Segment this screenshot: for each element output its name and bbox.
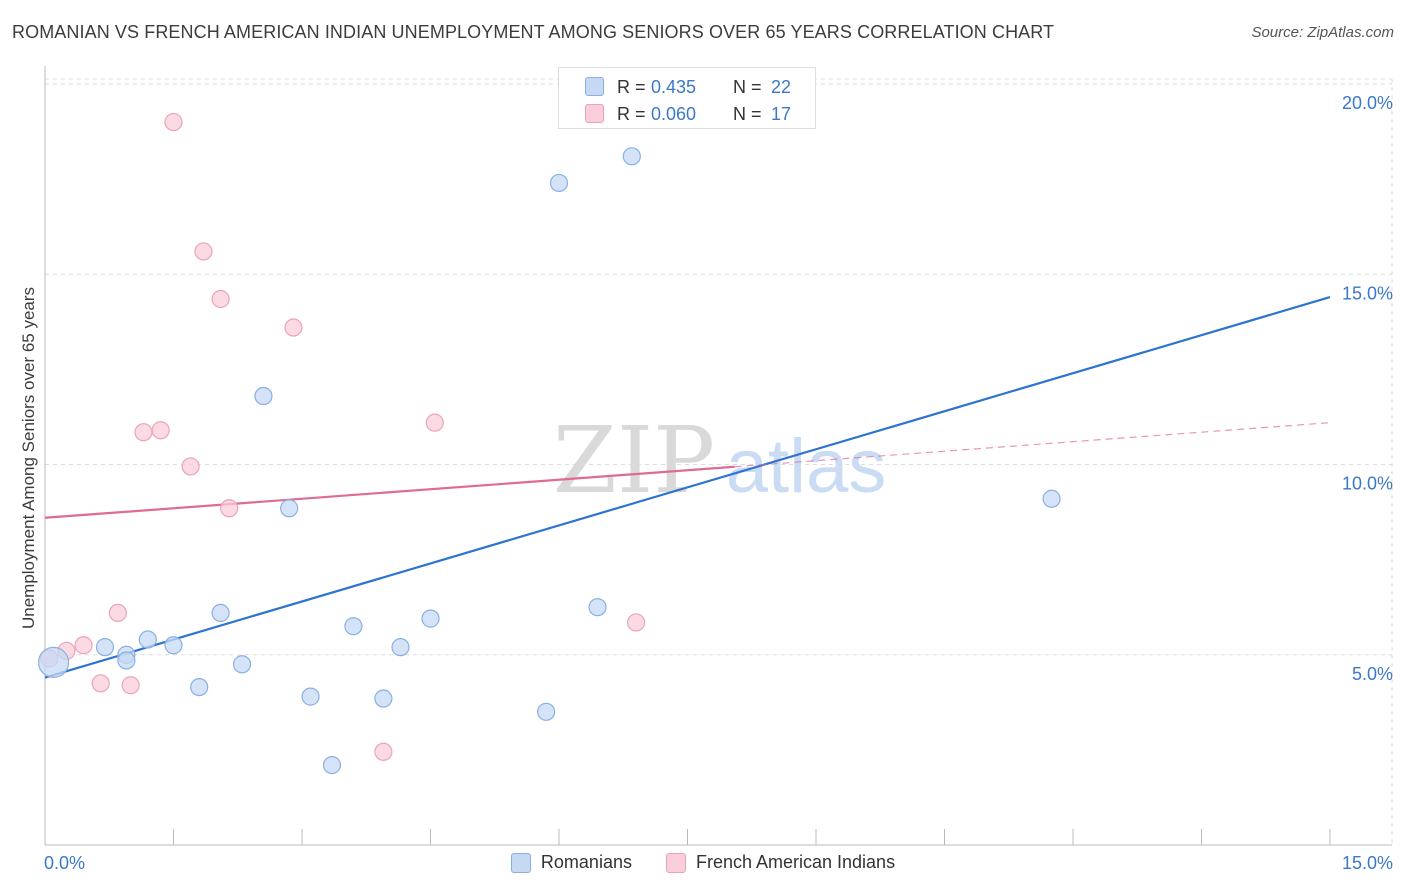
romanians-point — [164, 636, 183, 655]
romanians-point — [344, 617, 363, 636]
french-american-indians-point — [134, 423, 153, 442]
french-american-indians-point — [211, 289, 230, 309]
legend-swatch-french-american-indians — [665, 852, 686, 873]
romanians-point — [254, 386, 273, 406]
trend-layer — [44, 296, 1331, 679]
french-american-indians-point — [121, 676, 140, 695]
french-american-indians-point — [374, 742, 393, 761]
romanians-swatch — [585, 77, 604, 96]
romanians-point — [622, 147, 641, 166]
x-tick-label: 15.0% — [1342, 853, 1393, 873]
n-value: 17 — [771, 103, 792, 124]
romanians-point — [211, 603, 230, 623]
romanians-point — [117, 651, 136, 670]
r-value: 0.060 — [651, 103, 697, 124]
y-tick-label: 5.0% — [1352, 664, 1393, 684]
french-american-indians-point — [284, 318, 303, 337]
french-american-indians-point — [194, 242, 213, 261]
trend-line-french-american-indians — [44, 465, 735, 519]
romanians-point — [280, 499, 299, 518]
french-american-indians-point — [164, 112, 183, 132]
trend-line-extension — [734, 422, 1331, 468]
y-tick-label: 15.0% — [1342, 283, 1393, 303]
french-american-indians-point — [626, 613, 646, 632]
trend-line-romanians — [44, 296, 1331, 679]
y-tick-label: 20.0% — [1342, 93, 1393, 113]
romanians-point — [301, 687, 320, 706]
r-label: R = — [617, 76, 646, 97]
tick-label-layer: 5.0% 10.0% 15.0% 20.0% 0.0% 15.0% — [44, 93, 1393, 873]
french-american-indians-point — [181, 457, 200, 476]
watermark-zip: ZIP — [553, 407, 715, 514]
watermark: ZIP atlas — [553, 407, 886, 514]
source-label: Source: ZipAtlas.com — [1251, 24, 1394, 41]
french-american-indians-point — [151, 421, 170, 440]
watermark-atlas: atlas — [726, 424, 887, 509]
french-american-indians-point — [220, 499, 239, 518]
legend-swatch-romanians — [510, 852, 531, 873]
romanians-point — [391, 638, 410, 657]
stats-legend: R = 0.435 N = 22 R = 0.060 N = 17 — [558, 67, 816, 129]
n-label: N = — [733, 76, 762, 97]
french-american-indians-swatch — [585, 104, 604, 123]
grid-layer — [45, 78, 1393, 845]
n-label: N = — [733, 103, 762, 124]
legend-item-romanians[interactable]: Romanians — [510, 852, 632, 873]
romanians-point — [138, 630, 157, 649]
x-tick-label: 0.0% — [44, 853, 85, 873]
legend-item-french-american-indians[interactable]: French American Indians — [665, 852, 896, 873]
series-legend: Romanians French American Indians — [0, 852, 1406, 873]
romanians-point — [1042, 489, 1061, 508]
french-american-indians-point — [74, 636, 93, 655]
romanians-point — [374, 689, 393, 708]
points-layer — [37, 112, 1061, 775]
axis-layer — [44, 66, 1392, 846]
romanians-point — [549, 173, 569, 193]
french-american-indians-point — [91, 674, 110, 693]
n-value: 22 — [771, 76, 792, 97]
chart-title: ROMANIAN VS FRENCH AMERICAN INDIAN UNEMP… — [12, 22, 1055, 42]
french-american-indians-point — [108, 603, 127, 623]
romanians-point — [37, 646, 70, 678]
french-american-indians-point — [425, 413, 444, 432]
legend-label-romanians: Romanians — [540, 852, 632, 872]
romanians-point — [588, 598, 607, 617]
legend-label-french-american-indians: French American Indians — [695, 852, 896, 872]
romanians-point — [95, 638, 115, 657]
y-axis-label: Unemployment Among Seniors over 65 years — [19, 286, 38, 630]
y-tick-label: 10.0% — [1342, 474, 1393, 494]
r-label: R = — [617, 103, 646, 124]
romanians-point — [232, 655, 252, 674]
romanians-point — [537, 702, 556, 721]
romanians-point — [421, 609, 440, 628]
romanians-point — [190, 677, 209, 697]
r-value: 0.435 — [651, 76, 697, 97]
romanians-point — [322, 755, 342, 775]
